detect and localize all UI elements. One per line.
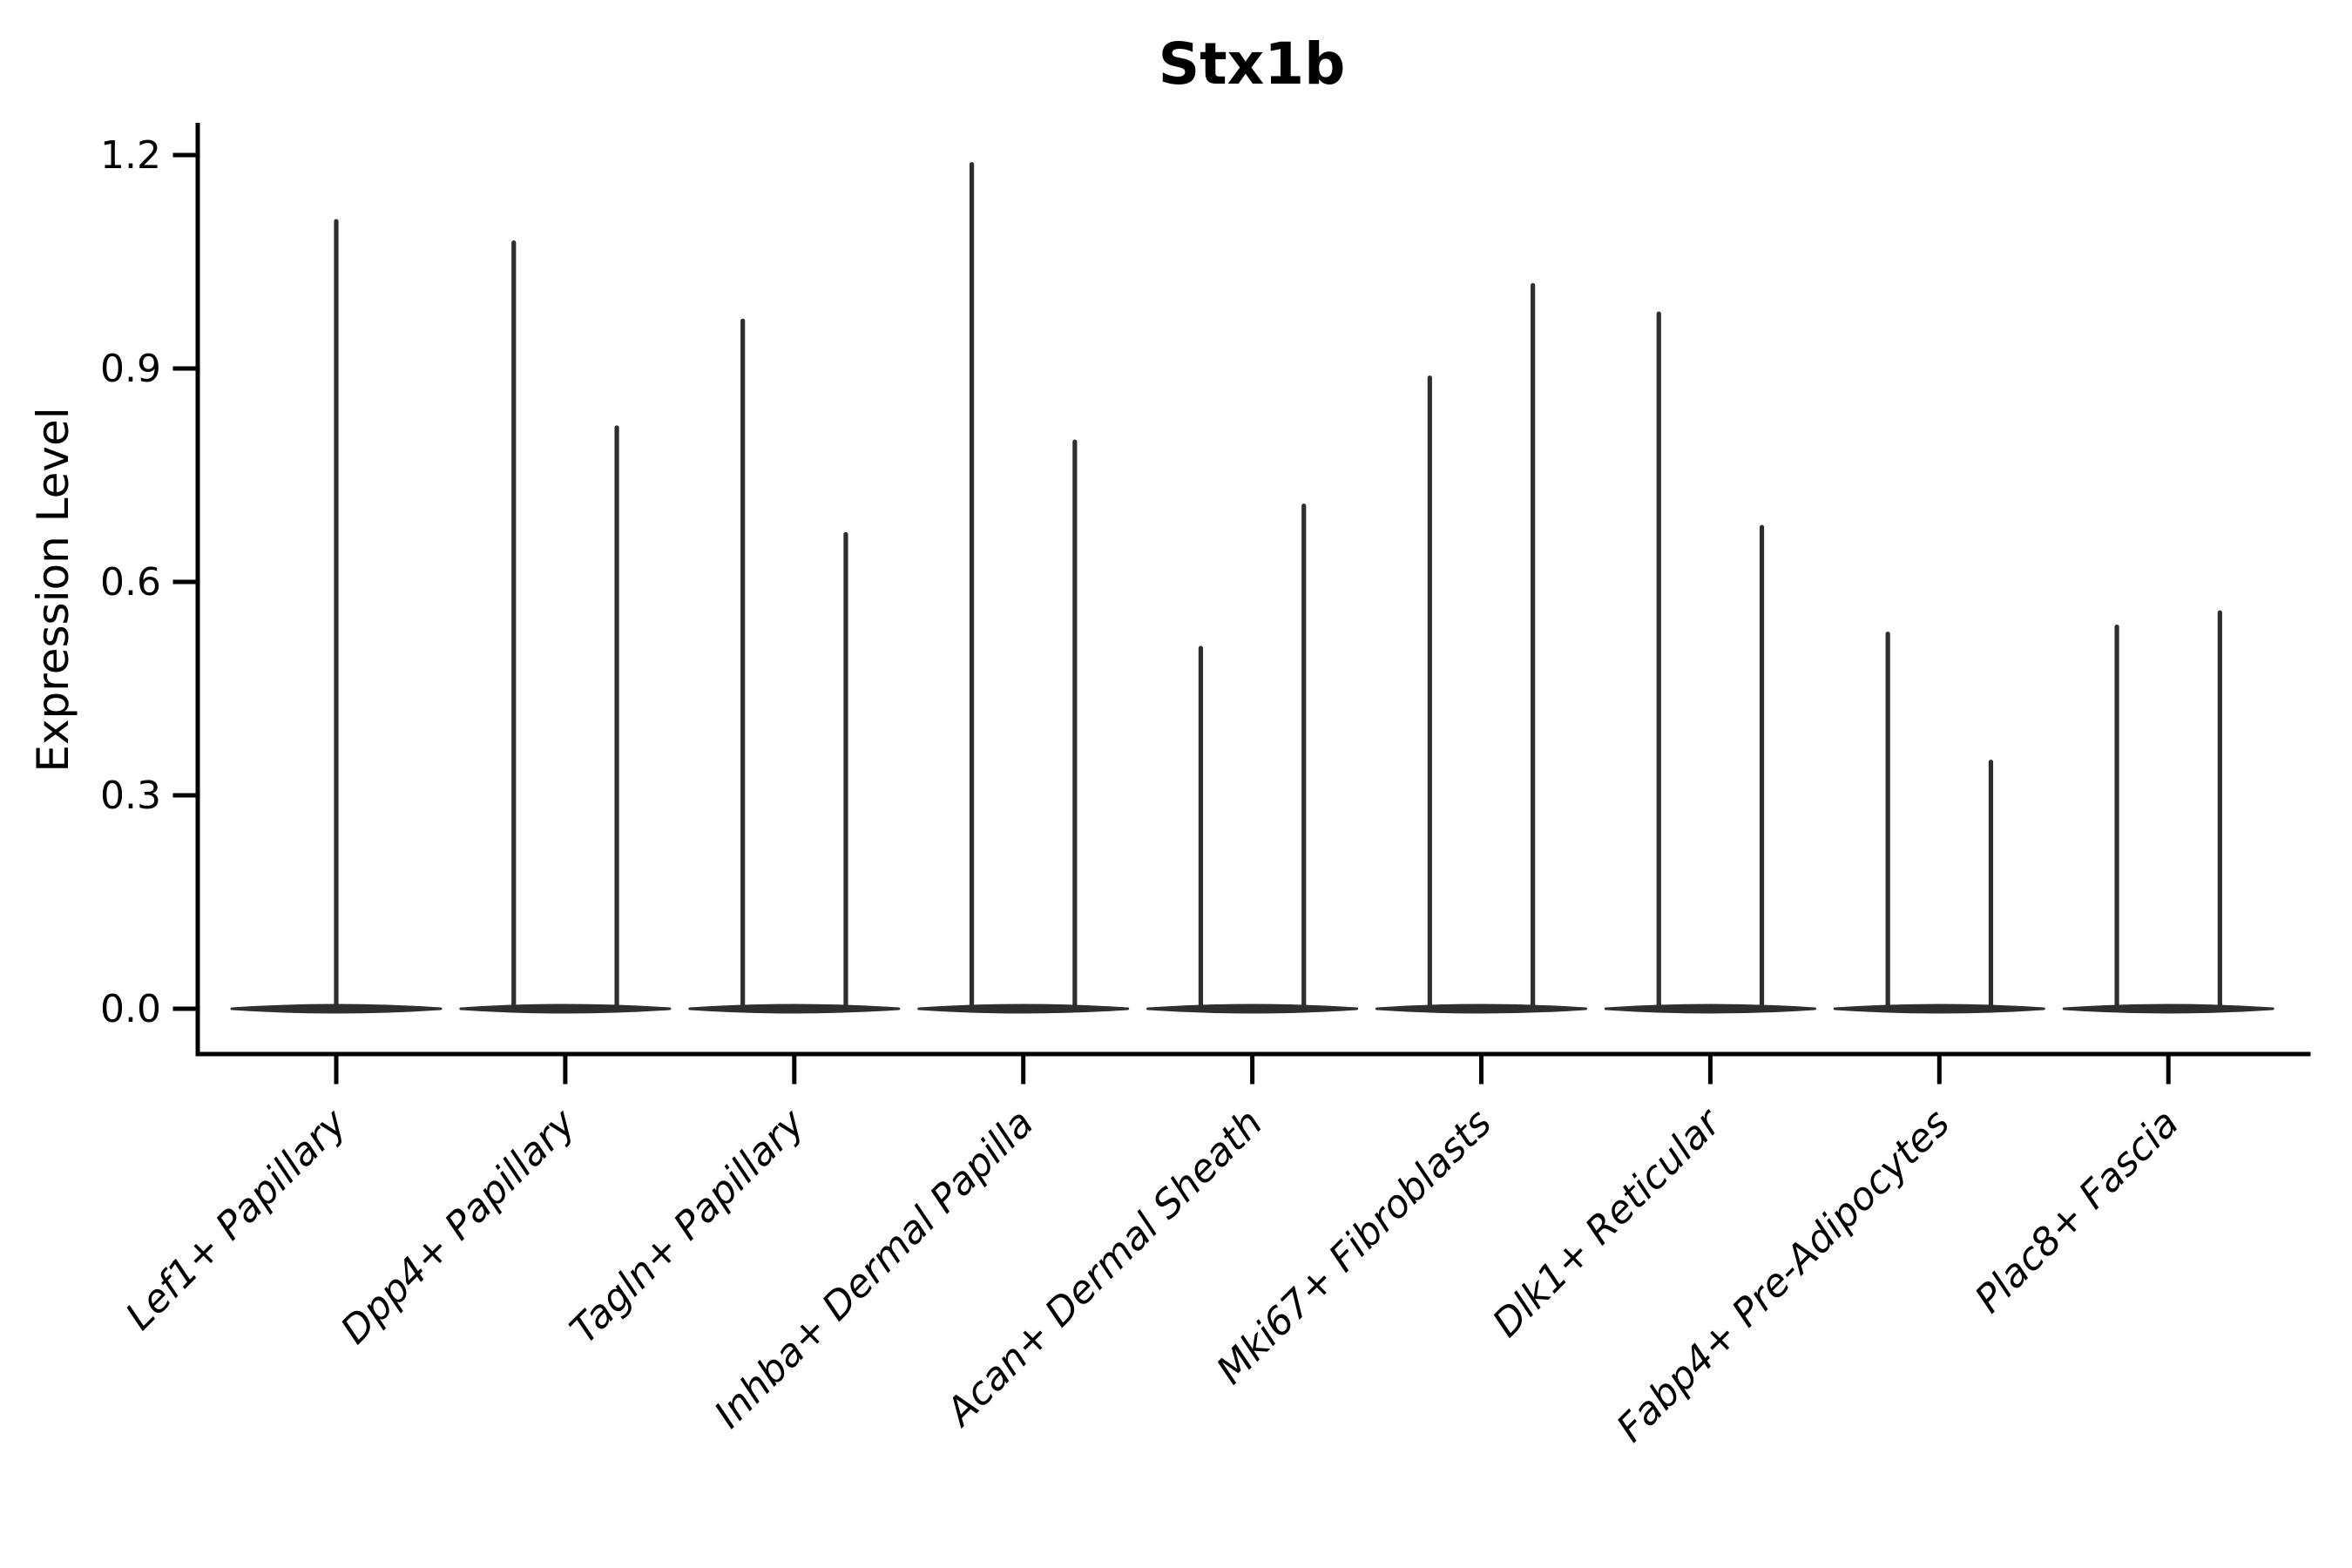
x-tick-mark [1936, 1056, 1942, 1085]
violin-body [1375, 1004, 1587, 1014]
violin-spike [334, 219, 339, 1010]
x-axis-spine [195, 1051, 2311, 1057]
y-tick-label: 0.0 [100, 987, 161, 1031]
violin-body [1833, 1004, 2045, 1014]
violin-spike [1885, 632, 1890, 1010]
violin-body [1146, 1004, 1359, 1014]
violin-body [688, 1004, 901, 1014]
violin-spike [740, 318, 746, 1011]
y-tick-mark [172, 366, 196, 371]
x-tick-mark [563, 1056, 568, 1085]
violin-body [917, 1004, 1130, 1014]
x-tick-label: Tagln+ Papillary [562, 1100, 814, 1352]
violin-spike [1198, 645, 1204, 1010]
violin-spike [843, 531, 848, 1010]
y-tick-mark [172, 579, 196, 585]
x-tick-mark [1479, 1056, 1484, 1085]
y-axis-label: Expression Level [28, 407, 78, 772]
violin-spike [969, 162, 975, 1010]
violin-layer [230, 162, 2274, 1014]
violin-spike [1531, 282, 1536, 1011]
violin-body [459, 1004, 672, 1014]
x-tick-label: Dlk1+ Reticular [1484, 1099, 1731, 1346]
x-tick-label: Lef1+ Papillary [118, 1100, 356, 1339]
violin-spike [1072, 439, 1078, 1010]
violin-spike [511, 240, 517, 1010]
x-tick-mark [1021, 1056, 1026, 1085]
violin-spike [1759, 524, 1765, 1010]
y-tick-mark [172, 1006, 196, 1011]
y-tick-label: 0.6 [100, 560, 161, 605]
violin-spike [1988, 760, 1994, 1010]
x-tick-mark [792, 1056, 797, 1085]
x-tick-mark [2166, 1056, 2171, 1085]
x-tick-mark [1707, 1056, 1713, 1085]
violin-spike [1301, 504, 1307, 1010]
y-tick-mark [172, 793, 196, 798]
violin-spike [1427, 375, 1432, 1010]
violin-spike [1656, 311, 1661, 1010]
violin-body [1604, 1004, 1816, 1014]
y-axis-spine [195, 123, 200, 1057]
y-tick-mark [172, 152, 196, 158]
x-tick-mark [1250, 1056, 1255, 1085]
x-tick-mark [334, 1056, 339, 1085]
x-tick-label: Dpp4+ Papillary [333, 1100, 585, 1353]
chart-title: Stx1b [1159, 30, 1346, 98]
violin-spike [614, 425, 619, 1011]
violin-body [2062, 1004, 2274, 1014]
y-tick-label: 0.3 [100, 774, 161, 818]
y-tick-label: 0.9 [100, 347, 161, 391]
x-tick-label: Plac8+ Fascia [1967, 1101, 2187, 1321]
y-tick-label: 1.2 [100, 133, 161, 178]
violin-spike [2217, 610, 2222, 1010]
violin-spike [2114, 624, 2119, 1010]
